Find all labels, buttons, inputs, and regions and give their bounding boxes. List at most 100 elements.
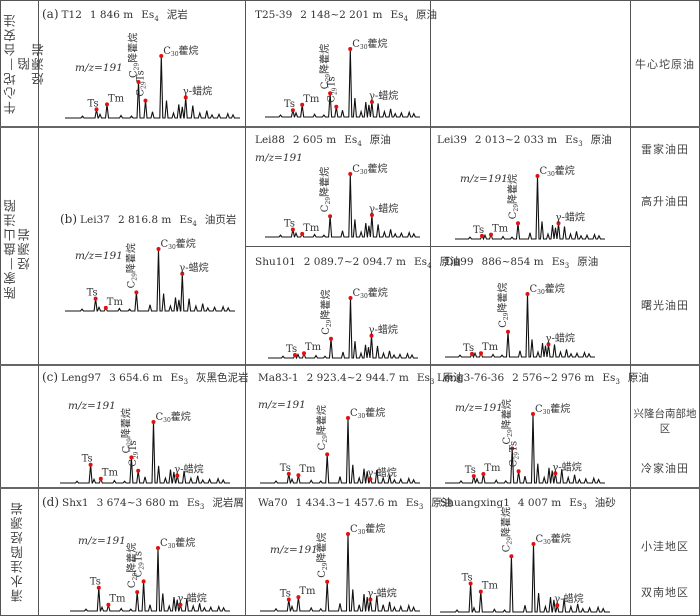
column-divider — [430, 126, 431, 364]
peak-label-tm: Tm — [303, 223, 320, 234]
peak-label-c29-sub: 29 — [126, 438, 133, 446]
depth: 1 434.3~1 457.6 m — [295, 497, 398, 509]
peak-label-c29ts-sub: 29 — [141, 81, 148, 89]
chromatogram-trace — [260, 533, 420, 612]
depth: 2 013~2 033 m — [474, 134, 558, 146]
peak-marker-c29 — [506, 329, 510, 334]
peak-marker-c29 — [135, 590, 140, 595]
peak-marker-ts — [480, 233, 484, 238]
peak-label-gammacerane: γ-蜡烷 — [174, 463, 203, 476]
peak-label-c29-name: 降藿烷 — [127, 33, 140, 63]
peak-marker-gamma — [368, 597, 373, 602]
group-label-line1: 牛心坨—台安洼陷 — [3, 12, 32, 114]
peak-marker-c30 — [348, 296, 353, 300]
peak-marker-c29ts — [516, 469, 521, 474]
formation-member: 3 — [582, 503, 587, 512]
column-divider — [38, 0, 39, 616]
lithology: 原油 — [416, 9, 438, 21]
peak-label-c30-sub: 30 — [543, 409, 551, 416]
group-label: 陈家—盘山洼陷 烃源岩 — [3, 140, 36, 356]
group-label-line1: 清水洼陷烃源岩 — [10, 500, 25, 602]
well-name: T25-39 — [255, 9, 293, 21]
peak-label-c29-sub: 29 — [134, 63, 141, 71]
group-label-line2: 烃源岩 — [31, 41, 46, 85]
peak-marker-gamma — [369, 333, 374, 338]
depth: 3 654.6 m — [109, 372, 163, 384]
depth: 2 089.7~2 094.7 m — [303, 256, 407, 268]
peak-label-c30: C30藿烷 — [161, 237, 196, 251]
peak-label-c29-name: 降藿烷 — [506, 174, 519, 204]
peak-marker-tm — [103, 305, 108, 310]
mz-label: m/z=191 — [78, 535, 126, 547]
peak-marker-c29 — [129, 455, 134, 460]
cell-divider — [245, 246, 630, 247]
peak-marker-c30 — [151, 420, 156, 424]
depth: 2 816.8 m — [117, 214, 172, 226]
peak-marker-ts — [94, 107, 99, 112]
peak-label-c30: C30藿烷 — [156, 410, 191, 424]
peak-marker-gamma — [175, 473, 180, 478]
region-label: 双南地区 — [641, 586, 689, 599]
peak-label-c30-sub: 30 — [360, 293, 368, 300]
peak-marker-ts — [471, 474, 476, 479]
chromatogram: Ts Tm C29降藿烷 C30藿烷 γ-蜡烷 — [268, 286, 418, 360]
peak-marker-gamma — [180, 271, 185, 276]
column-divider — [245, 364, 246, 616]
mz-label: m/z=191 — [258, 399, 306, 411]
peak-marker-gamma — [553, 471, 558, 476]
peak-marker-tm — [300, 231, 305, 236]
depth: 4 007 m — [517, 497, 562, 509]
peak-marker-ts — [468, 581, 473, 586]
peak-label-c29-name: 降藿烷 — [315, 405, 328, 435]
region-label: 牛心坨原油 — [635, 58, 695, 71]
peak-marker-c29 — [325, 579, 330, 584]
peak-label-tm: Tm — [482, 581, 499, 592]
peak-marker-c29ts — [136, 468, 141, 473]
peak-label-tm: Tm — [305, 342, 322, 353]
lithology: 原油 — [577, 256, 599, 268]
formation-member: 3 — [199, 503, 205, 512]
peak-label-gammacerane: γ-蜡烷 — [369, 323, 398, 336]
chromatogram: Ts Tm C29降藿烷 C30藿烷 γ-蜡烷 — [265, 162, 420, 238]
peak-marker-tm — [98, 476, 103, 481]
peak-label-c30: C30藿烷 — [350, 522, 385, 536]
peak-label-c29-sub: 29 — [513, 204, 520, 212]
peak-marker-c29 — [136, 80, 141, 85]
lithology: 原油 — [369, 134, 391, 146]
peak-label-c29ts-sub: 29 — [331, 87, 338, 95]
peak-label-tm: Tm — [107, 297, 124, 308]
peak-marker-gamma — [178, 602, 183, 607]
formation-member: 3 — [429, 378, 435, 387]
peak-label-c29-sub: 29 — [325, 197, 332, 205]
peak-label-ts: Ts — [280, 588, 291, 599]
peak-marker-c30 — [348, 47, 353, 51]
formation: Es3 — [602, 372, 620, 386]
group-label-line1: 陈家—盘山洼陷 — [3, 197, 18, 299]
peak-label-gammacerane: γ-蜡烷 — [552, 460, 581, 473]
peak-label-c30-sub: 30 — [537, 289, 545, 296]
peak-marker-tm — [478, 589, 483, 594]
peak-marker-ts — [470, 351, 474, 356]
peak-label-c29-sub: 29 — [131, 273, 138, 281]
peak-marker-c29 — [325, 452, 330, 457]
peak-label-ts: Ts — [462, 572, 473, 583]
peak-marker-tm — [489, 232, 493, 237]
peak-marker-tm — [302, 351, 306, 356]
peak-label-gammacerane: γ-蜡烷 — [369, 202, 398, 215]
formation: Es4 — [141, 9, 159, 23]
peak-label-c29-name: 降藿烷 — [315, 532, 328, 562]
depth: 2 605 m — [292, 134, 337, 146]
peak-label-c30-sub: 30 — [168, 244, 176, 251]
peak-label-ts: Ts — [465, 465, 476, 476]
peak-marker-c30 — [348, 172, 353, 176]
peak-label-c29ts-name: Ts — [509, 441, 520, 452]
peak-label-c29: C29降藿烷 — [318, 44, 332, 89]
peak-label-tm: Tm — [299, 464, 316, 475]
peak-marker-ts — [293, 353, 297, 357]
well-name: Shx1 — [62, 497, 89, 509]
depth: 3 674~3 680 m — [96, 497, 179, 509]
well-name: Shu101 — [255, 256, 296, 268]
peak-label-c29-sub: 29 — [503, 312, 510, 320]
panel-letter: (a) — [42, 7, 59, 21]
peak-marker-c30 — [156, 546, 160, 550]
